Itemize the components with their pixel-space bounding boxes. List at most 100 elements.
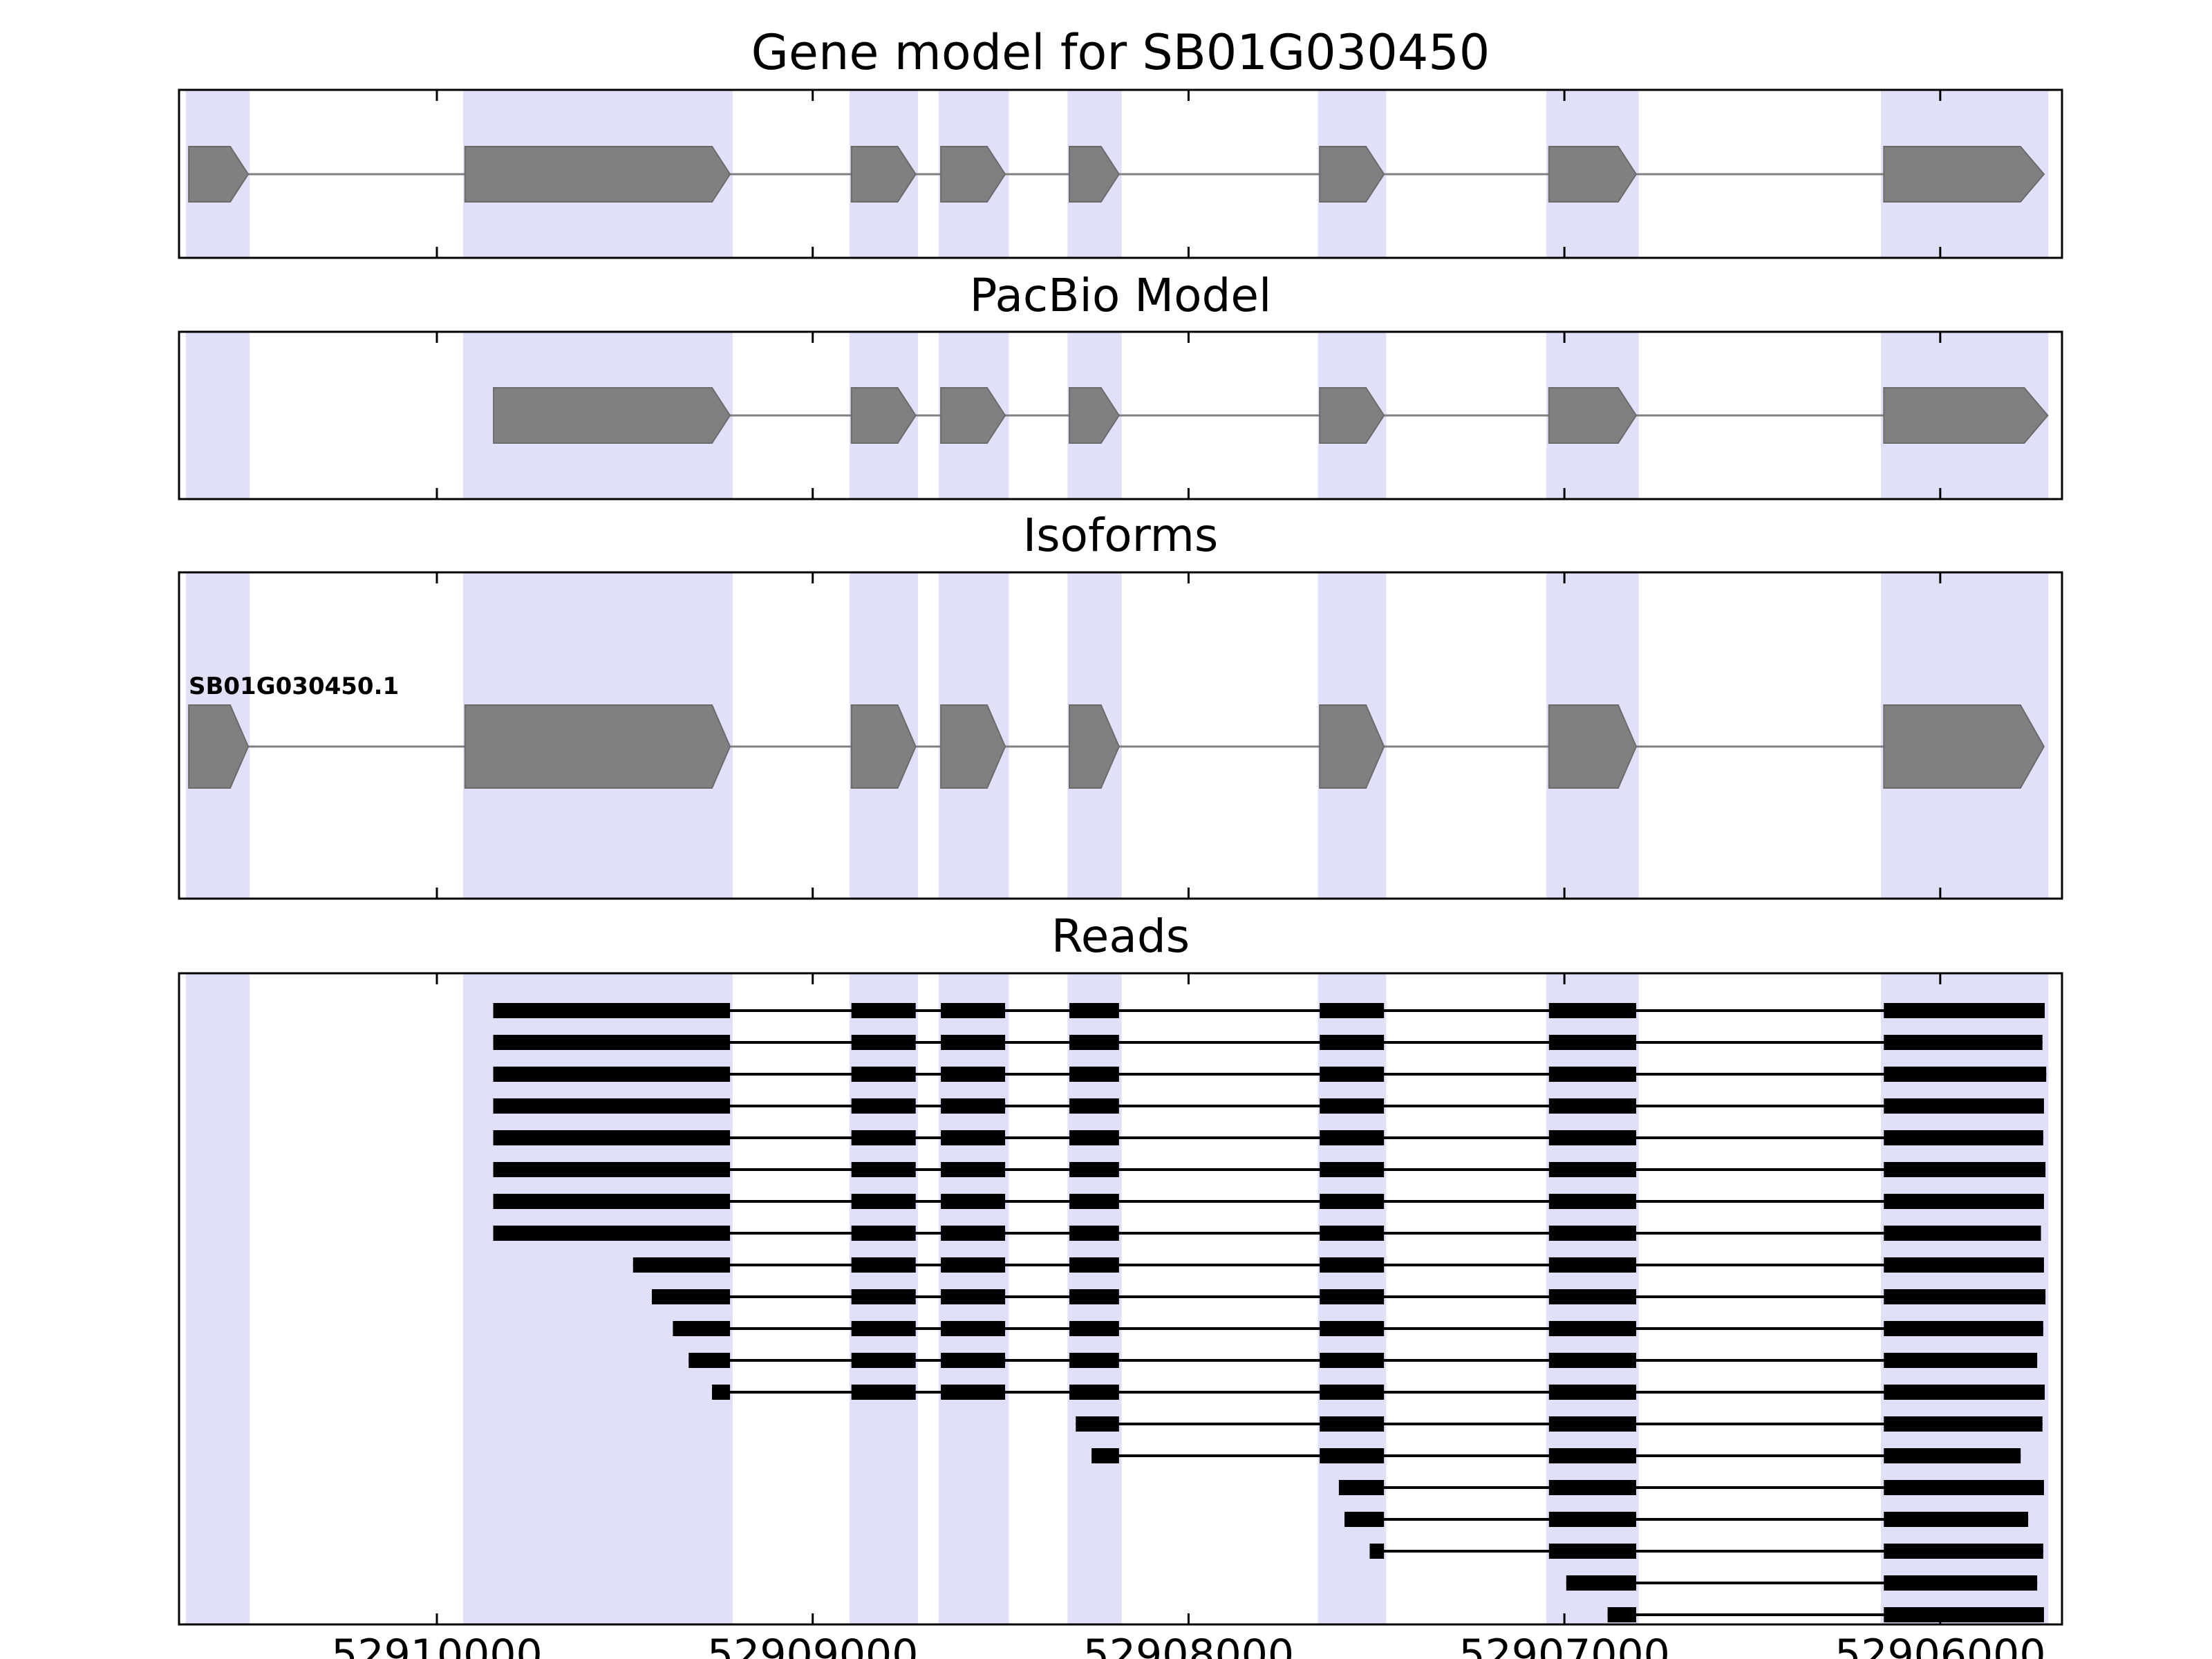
read-exon-block (651, 1289, 731, 1304)
read-exon-block (1548, 1448, 1636, 1463)
read-exon-block (1069, 1003, 1119, 1018)
read-exon-block (851, 1226, 916, 1241)
read-exon-block (1884, 1480, 2044, 1495)
read (1607, 1607, 2044, 1622)
read-exon-block (1320, 1321, 1385, 1336)
read-exon-block (1548, 1544, 1636, 1559)
read-exon-block (1069, 1321, 1119, 1336)
read-exon-block (941, 1226, 1006, 1241)
read-exon-block (1548, 1162, 1636, 1177)
read-exon-block (673, 1321, 731, 1336)
read-exon-block (851, 1162, 916, 1177)
read-exon-block (941, 1289, 1006, 1304)
read-exon-block (1566, 1575, 1636, 1591)
exon (188, 704, 250, 789)
read-exon-block (1884, 1321, 2043, 1336)
read (1344, 1512, 2029, 1527)
read-exon-block (1320, 1385, 1385, 1400)
read-exon-block (851, 1194, 916, 1209)
panel-title-pacbio: PacBio Model (970, 269, 1272, 322)
read-exon-block (1320, 1353, 1385, 1368)
read-exon-block (1320, 1067, 1385, 1082)
read-exon-block (1548, 1257, 1636, 1273)
read-exon-block (1884, 1067, 2047, 1082)
exon (1319, 387, 1385, 444)
read (1338, 1480, 2044, 1495)
read (673, 1321, 2043, 1336)
read-exon-block (688, 1353, 731, 1368)
read-exon-block (1548, 1194, 1636, 1209)
read-exon-block (941, 1035, 1006, 1050)
read-exon-block (941, 1194, 1006, 1209)
read-exon-block (493, 1194, 731, 1209)
read-exon-block (1884, 1607, 2044, 1622)
read-exon-block (1344, 1512, 1385, 1527)
read-exon-block (1884, 1512, 2029, 1527)
read-exon-block (632, 1257, 731, 1273)
exon (1069, 146, 1121, 203)
read-exon-block (1069, 1098, 1119, 1114)
read-exon-block (851, 1035, 916, 1050)
exon (188, 146, 250, 203)
exon (940, 146, 1006, 203)
read (1076, 1416, 2043, 1432)
read-exon-block (1548, 1003, 1636, 1018)
exon (1548, 704, 1638, 789)
read-exon-block (1069, 1385, 1119, 1400)
read (493, 1226, 2041, 1241)
exon (850, 146, 917, 203)
read-exon-block (1884, 1035, 2043, 1050)
read-exon-block (1069, 1257, 1119, 1273)
read-exon-block (1320, 1448, 1385, 1463)
read-exon-block (1320, 1416, 1385, 1432)
exon (464, 704, 731, 789)
read-exon-block (1320, 1098, 1385, 1114)
read-exon-block (851, 1003, 916, 1018)
read-exon-block (1069, 1067, 1119, 1082)
read (632, 1257, 2044, 1273)
read-exon-block (1548, 1321, 1636, 1336)
panel-border (178, 972, 2063, 1626)
panel-isoforms: Isoforms SB01G030450.1 (178, 509, 2063, 900)
read-exon-block (1548, 1480, 1636, 1495)
read-exon-block (493, 1162, 731, 1177)
panel-border (178, 88, 2063, 259)
read (1566, 1575, 2038, 1591)
read-exon-block (1069, 1226, 1119, 1241)
read-exon-block (851, 1130, 916, 1145)
read-exon-block (851, 1257, 916, 1273)
read-exon-block (493, 1130, 731, 1145)
read-exon-block (1884, 1162, 2046, 1177)
read-exon-block (1069, 1162, 1119, 1177)
read-exon-block (493, 1003, 731, 1018)
exon (1069, 387, 1121, 444)
read-exon-block (1548, 1067, 1636, 1082)
read-exon-block (1548, 1353, 1636, 1368)
read-exon-block (1548, 1098, 1636, 1114)
read-exon-block (1884, 1416, 2043, 1432)
read-exon-block (1069, 1353, 1119, 1368)
read-exon-block (1320, 1035, 1385, 1050)
read (493, 1098, 2044, 1114)
read-exon-block (1548, 1289, 1636, 1304)
panel-border (178, 571, 2063, 900)
read-exon-block (851, 1289, 916, 1304)
read-exon-block (1884, 1194, 2044, 1209)
read (493, 1162, 2046, 1177)
read-exon-block (1320, 1257, 1385, 1273)
exon (940, 704, 1006, 789)
read-exon-block (941, 1257, 1006, 1273)
read-exon-block (493, 1098, 731, 1114)
highlight-band (185, 973, 250, 1624)
x-tick-label: 52906000 (1835, 1631, 2045, 1659)
read-exon-block (1884, 1226, 2041, 1241)
exon (1883, 146, 2045, 203)
read-exon-block (1548, 1035, 1636, 1050)
read (1091, 1448, 2021, 1463)
read-exon-block (1338, 1480, 1385, 1495)
exon (1883, 704, 2045, 789)
read-exon-block (1884, 1385, 2045, 1400)
isoform-label: SB01G030450.1 (189, 673, 399, 700)
read-exon-block (1320, 1162, 1385, 1177)
